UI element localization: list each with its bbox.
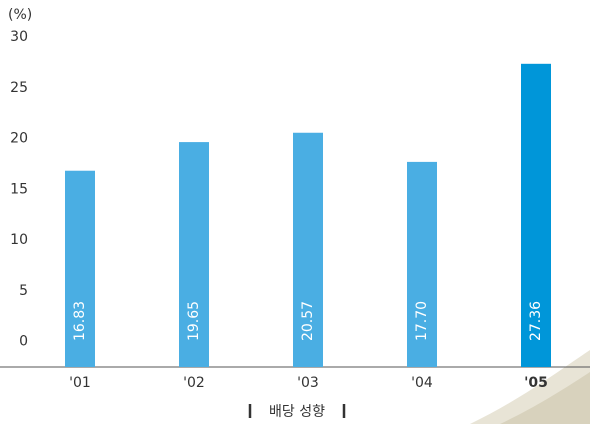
x-tick-label: '02 xyxy=(183,375,205,391)
value-label: 19.65 xyxy=(186,301,202,341)
value-label: 17.70 xyxy=(414,301,430,341)
y-tick-label: 30 xyxy=(10,29,28,45)
value-label: 16.83 xyxy=(72,301,88,341)
bar xyxy=(293,132,323,367)
x-tick-label: '05 xyxy=(524,375,548,391)
chart-title: 배당 성향 xyxy=(269,404,325,420)
bar xyxy=(521,63,551,367)
x-tick-label: '01 xyxy=(69,375,91,391)
x-tick-label: '04 xyxy=(411,375,433,391)
y-tick-label: 5 xyxy=(19,283,28,299)
y-tick-label: 25 xyxy=(10,80,28,96)
y-tick-label: 20 xyxy=(10,131,28,147)
y-unit: (%) xyxy=(8,7,32,23)
decoration xyxy=(500,372,590,424)
y-tick-label: 0 xyxy=(19,334,28,350)
value-label: 20.57 xyxy=(300,301,316,341)
x-tick-label: '03 xyxy=(297,375,319,391)
y-tick-label: 10 xyxy=(10,232,28,248)
bar xyxy=(407,161,437,367)
y-tick-label: 15 xyxy=(10,181,28,197)
value-label: 27.36 xyxy=(528,301,544,341)
bar xyxy=(65,170,95,367)
bar xyxy=(179,142,209,367)
